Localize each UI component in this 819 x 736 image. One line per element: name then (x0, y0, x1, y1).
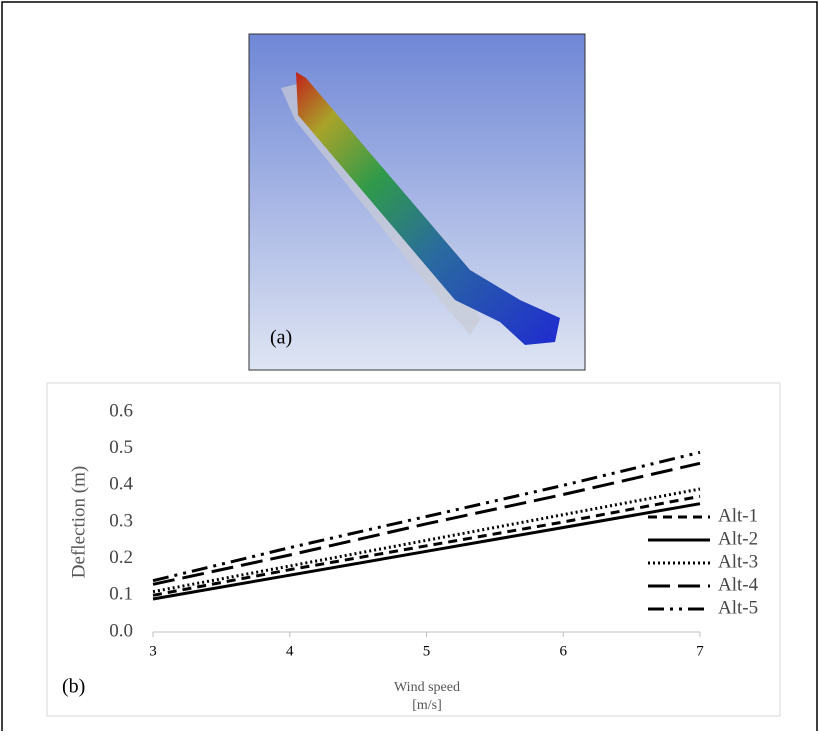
y-tick-label: 0.4 (109, 474, 133, 495)
y-tick-label: 0.0 (109, 620, 133, 641)
y-axis-label: Deflection (m) (68, 466, 89, 578)
y-tick-label: 0.6 (109, 400, 133, 421)
figure: (a) 0.0 0.1 0.2 0.3 0.4 0.5 0.6 3 4 5 6 7 Wind speed… (0, 0, 819, 731)
y-tick-label: 0.3 (109, 510, 133, 531)
y-tick-label: 0.2 (109, 547, 133, 568)
panel-label: (b) (62, 676, 85, 698)
legend-label: Alt-4 (718, 574, 759, 595)
legend-label: Alt-2 (718, 528, 758, 549)
legend-label: Alt-5 (718, 597, 758, 618)
x-tick-label: 5 (423, 643, 431, 659)
chart-frame (47, 383, 780, 716)
y-tick-label: 0.5 (109, 437, 133, 458)
x-tick-label: 6 (560, 643, 568, 659)
x-tick-label: 7 (696, 643, 704, 659)
x-tick-label: 4 (286, 643, 294, 659)
x-tick-label: 3 (149, 643, 157, 659)
legend-label: Alt-3 (718, 551, 758, 572)
x-axis-label: Wind speed (394, 680, 460, 695)
x-axis-label: [m/s] (412, 698, 442, 713)
panel-a: (a) (249, 34, 585, 370)
legend-label: Alt-1 (718, 505, 758, 526)
panel-label: (a) (270, 327, 292, 349)
y-tick-label: 0.1 (109, 584, 133, 605)
